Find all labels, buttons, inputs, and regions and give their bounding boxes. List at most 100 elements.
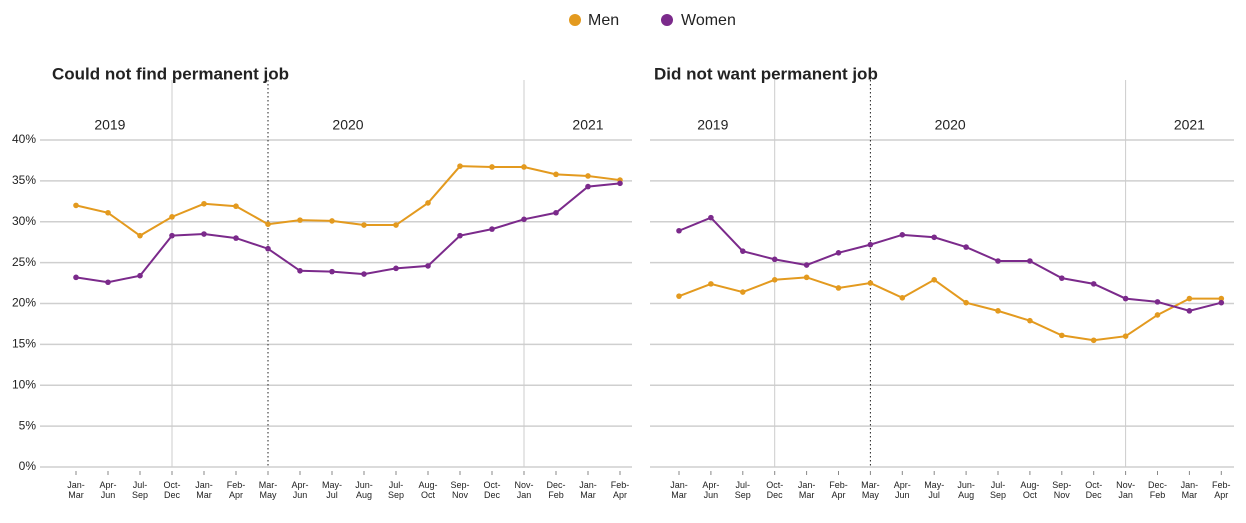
x-tick-label: Jul-Sep [131,480,148,500]
data-point [931,276,937,283]
data-point [105,209,111,216]
data-point [1059,332,1065,339]
data-point [233,235,239,241]
x-tick-label: Sep-Nov [1052,480,1072,500]
x-tick-label: Aug-Oct [418,480,438,500]
data-point [995,308,1001,314]
data-point [457,163,463,169]
x-tick-label: Nov-Jan [1116,480,1136,500]
x-tick-label: Mar-May [258,480,278,500]
x-tick-label: Jan-Mar [797,480,816,500]
year-label: 2019 [697,117,728,133]
x-tick-label: Jan-Mar [195,480,213,500]
x-tick-label: Jan-Mar [67,480,85,500]
data-point [585,183,591,190]
x-tick-label: May-Jul [924,480,945,500]
x-tick-label: Apr-Jun [99,480,117,500]
data-point [803,262,810,268]
data-point [489,164,495,170]
data-point [1090,337,1097,344]
data-point [265,221,271,228]
y-tick-label: 40% [12,132,36,146]
series-line [75,182,621,284]
data-point [265,245,271,252]
data-point [329,268,335,275]
data-point [899,232,906,238]
data-point [867,280,874,286]
y-tick-label: 25% [12,255,36,269]
x-tick-label: Oct-Dec [163,480,181,500]
x-tick-label: Sep-Nov [450,480,470,500]
data-point [740,248,746,254]
year-label: 2021 [572,117,603,133]
legend-swatch [569,14,581,26]
data-point [297,217,303,223]
legend-label: Women [681,12,736,29]
data-point [1122,333,1129,340]
x-tick-label: Apr-Jun [291,480,309,500]
data-point [201,231,207,237]
y-tick-label: 35% [12,173,36,187]
data-point [361,271,367,277]
data-point [169,214,175,220]
y-tick-label: 10% [12,377,36,391]
data-point [771,276,778,283]
y-tick-label: 0% [19,459,37,473]
y-tick-label: 30% [12,214,36,228]
data-point [995,258,1001,264]
data-point [169,232,175,239]
data-point [963,299,969,306]
data-point [73,274,79,281]
data-point [1154,312,1161,318]
data-point [553,171,559,178]
x-tick-label: Oct-Dec [483,480,501,500]
data-point [1027,317,1033,324]
data-point [676,227,682,234]
x-tick-label: Mar-May [861,480,880,500]
data-point [835,250,842,256]
y-tick-label: 5% [19,418,37,432]
y-tick-label: 15% [12,337,36,351]
year-label: 2020 [332,117,363,133]
data-point [931,234,937,241]
data-point [393,222,399,228]
x-tick-label: Dec-Feb [546,480,566,500]
year-label: 2019 [94,117,125,133]
legend-label: Men [588,12,619,29]
data-point [1027,258,1033,264]
x-tick-label: Nov-Jan [514,480,534,500]
chart-title: Could not find permanent job [52,64,289,83]
y-tick-label: 20% [12,296,36,310]
year-label: 2020 [935,117,966,133]
data-point [425,263,431,269]
data-point [899,294,906,301]
x-tick-label: Oct-Dec [766,480,784,500]
data-point [708,214,714,221]
data-point [740,289,746,295]
data-point [676,293,682,299]
x-tick-label: Feb-Apr [226,480,246,500]
x-tick-label: May-Jul [322,480,342,500]
x-tick-label: Jul-Sep [387,480,404,500]
x-tick-label: Aug-Oct [1020,480,1040,500]
year-label: 2021 [1174,117,1205,133]
x-tick-label: Apr-Jun [893,480,911,500]
series-line [678,216,1222,312]
data-point [835,285,842,291]
data-point [867,241,874,248]
data-point [425,200,431,206]
data-point [585,173,591,179]
x-tick-label: Jun-Aug [355,480,373,500]
data-point [137,272,143,279]
data-point [771,256,778,263]
data-point [457,232,463,239]
data-point [105,279,111,286]
data-point [708,281,714,287]
data-point [393,265,399,272]
data-point [361,222,367,228]
data-point [521,216,527,223]
data-point [137,232,143,239]
data-point [553,209,559,216]
